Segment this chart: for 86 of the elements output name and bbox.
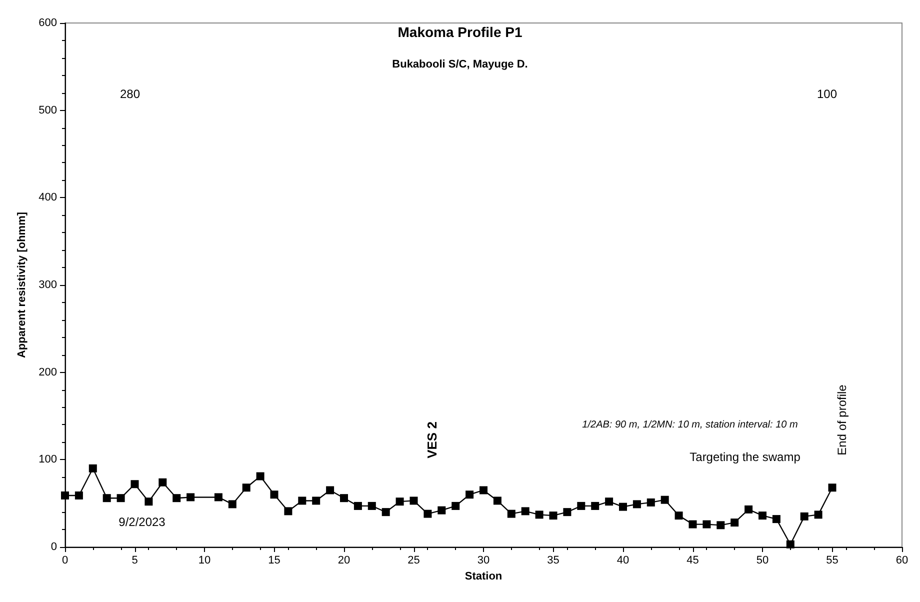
x-tick-label: 15 bbox=[268, 554, 280, 566]
chart-title: Makoma Profile P1 bbox=[398, 24, 522, 40]
x-tick-label: 50 bbox=[756, 554, 769, 566]
point bbox=[563, 508, 572, 516]
point bbox=[368, 502, 376, 510]
point bbox=[730, 518, 739, 527]
y-tick-label: 0 bbox=[50, 541, 57, 553]
point bbox=[772, 515, 780, 524]
x-tick-label: 30 bbox=[477, 554, 490, 566]
x-tick-label: 35 bbox=[547, 554, 560, 566]
annotation: Targeting the swamp bbox=[690, 450, 801, 464]
x-tick-label: 60 bbox=[896, 554, 908, 566]
point bbox=[88, 464, 97, 472]
point bbox=[424, 510, 432, 518]
y-tick-label: 300 bbox=[38, 279, 57, 291]
point bbox=[535, 510, 544, 519]
y-tick-label: 500 bbox=[38, 104, 57, 116]
x-tick-label: 5 bbox=[132, 554, 138, 566]
point bbox=[688, 520, 697, 528]
point bbox=[480, 486, 488, 494]
point bbox=[116, 494, 125, 502]
point bbox=[716, 521, 725, 530]
x-tick-label: 25 bbox=[408, 554, 420, 566]
point bbox=[382, 508, 390, 516]
point bbox=[466, 490, 474, 499]
point bbox=[828, 484, 836, 492]
point bbox=[214, 493, 222, 502]
point bbox=[605, 498, 614, 506]
point bbox=[74, 491, 83, 500]
point bbox=[396, 498, 404, 506]
point bbox=[660, 496, 669, 504]
point bbox=[270, 490, 278, 499]
point bbox=[61, 491, 69, 500]
text: Bukabooli S/C, Mayuge D. bbox=[392, 58, 528, 70]
point bbox=[507, 510, 516, 518]
point bbox=[340, 494, 348, 502]
point bbox=[646, 498, 655, 506]
point bbox=[242, 484, 250, 492]
point bbox=[452, 502, 460, 510]
point bbox=[758, 512, 766, 520]
y-tick-label: 200 bbox=[38, 366, 57, 378]
point bbox=[256, 472, 264, 480]
point bbox=[493, 496, 502, 505]
x-tick-label: 10 bbox=[198, 554, 211, 566]
annotation: 100 bbox=[816, 87, 838, 101]
point bbox=[786, 540, 794, 548]
y-tick-label: 400 bbox=[38, 192, 57, 204]
x-tick-label: 20 bbox=[338, 554, 350, 566]
point bbox=[298, 496, 306, 505]
x-tick-label: 55 bbox=[826, 554, 838, 566]
annotation: 280 bbox=[120, 87, 140, 101]
y-axis-title: Apparent resistivity [ohmm] bbox=[16, 212, 28, 358]
point bbox=[702, 520, 711, 528]
point bbox=[130, 480, 139, 488]
point bbox=[172, 494, 181, 502]
point bbox=[549, 512, 558, 520]
annotation: VES 2 bbox=[424, 422, 440, 458]
point bbox=[326, 486, 334, 494]
point bbox=[354, 502, 362, 510]
point bbox=[619, 502, 627, 511]
point bbox=[438, 506, 446, 514]
point bbox=[144, 498, 153, 506]
x-axis-title: Station bbox=[464, 570, 502, 582]
x-tick-label: 40 bbox=[616, 554, 630, 566]
annotation: End of profile bbox=[835, 384, 849, 456]
point bbox=[591, 502, 600, 510]
point bbox=[800, 512, 808, 520]
point bbox=[228, 500, 236, 508]
point bbox=[186, 493, 195, 502]
y-tick-label: 100 bbox=[38, 454, 57, 466]
point bbox=[674, 512, 683, 520]
point bbox=[744, 505, 753, 514]
y-tick-label: 600 bbox=[38, 17, 57, 29]
point bbox=[410, 496, 418, 505]
point bbox=[158, 478, 167, 486]
annotation: 9/2/2023 bbox=[118, 515, 166, 529]
point bbox=[284, 507, 292, 516]
x-tick-label: 0 bbox=[62, 554, 68, 566]
point bbox=[312, 496, 320, 505]
point bbox=[632, 500, 641, 508]
point bbox=[102, 494, 111, 502]
annotation: 1/2AB: 90 m, 1/2MN: 10 m, station interval: 10 m bbox=[582, 420, 798, 430]
point bbox=[577, 502, 586, 510]
x-tick-label: 45 bbox=[686, 554, 699, 566]
point bbox=[814, 510, 822, 519]
point bbox=[521, 507, 530, 516]
